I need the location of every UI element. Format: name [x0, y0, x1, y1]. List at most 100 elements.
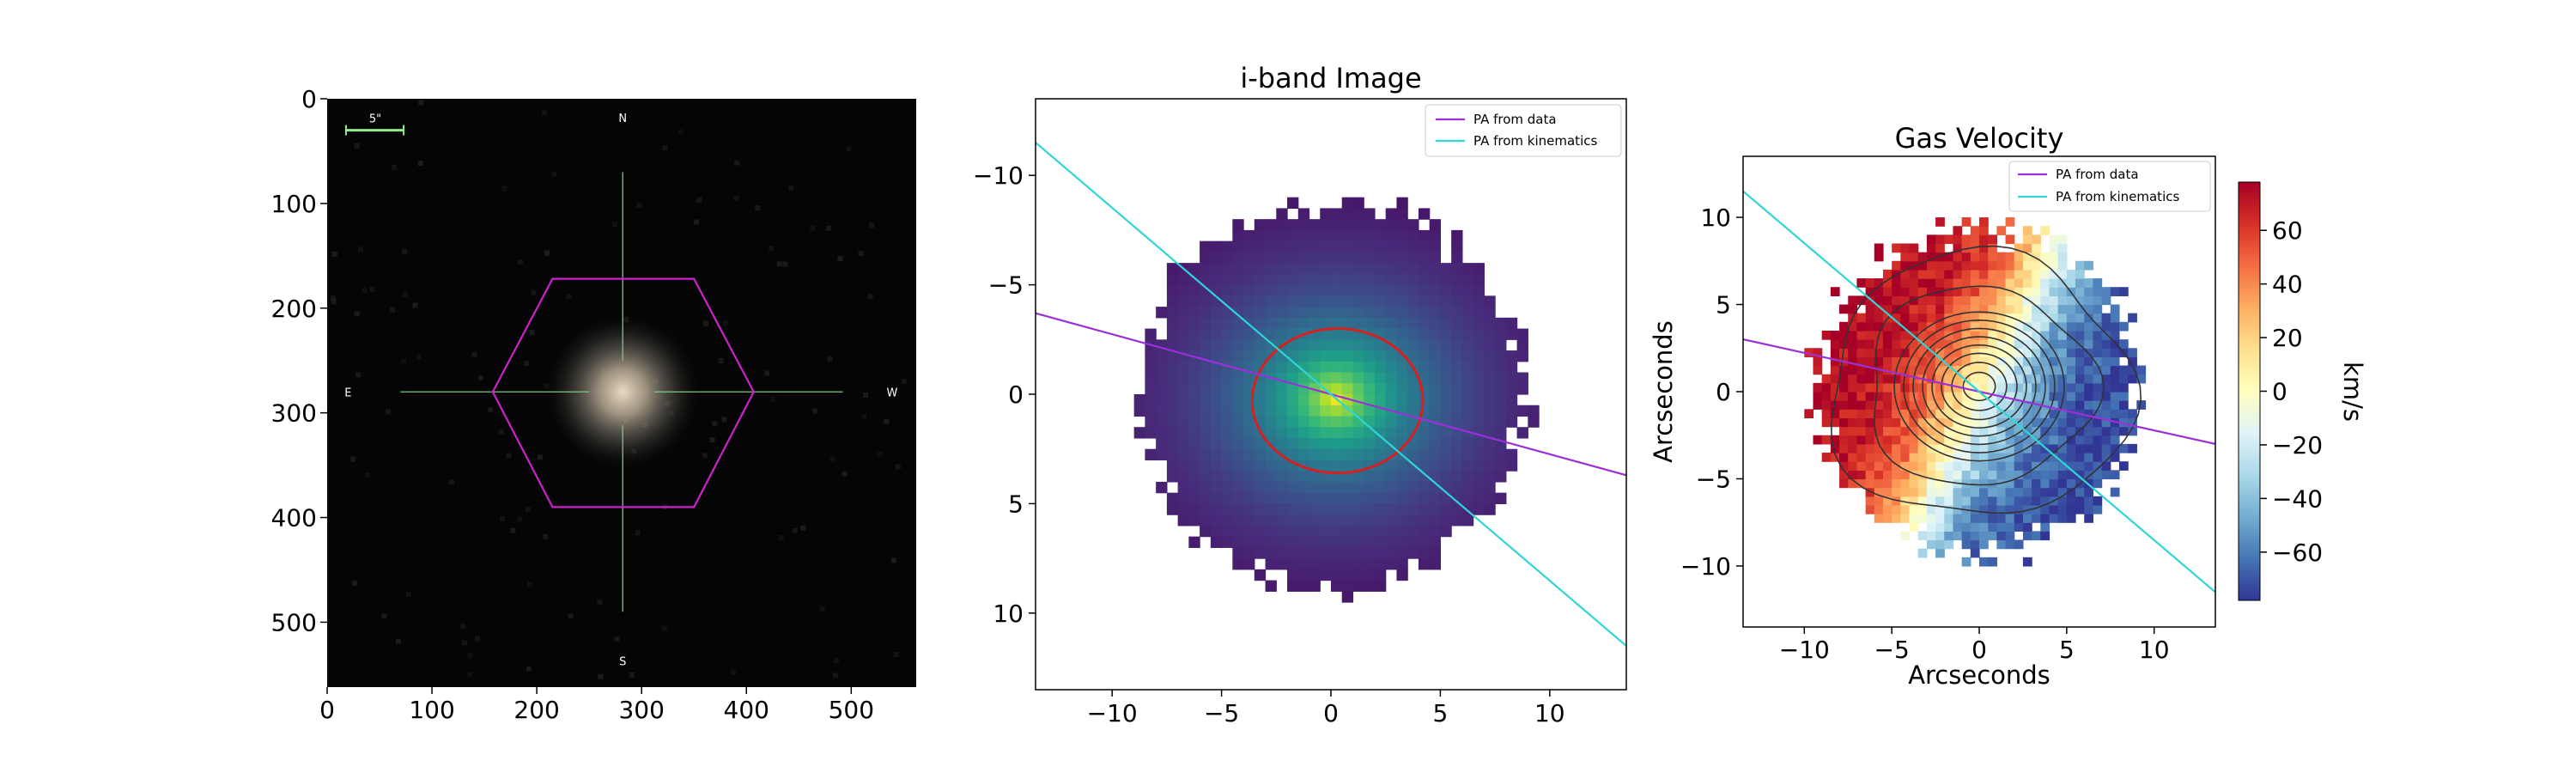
- velocity-pixel: [2032, 374, 2041, 384]
- noise-speck: [392, 165, 398, 171]
- velocity-pixel: [1996, 348, 2007, 358]
- map-pixel: [1364, 295, 1376, 307]
- velocity-pixel: [2101, 374, 2111, 384]
- map-pixel: [1232, 448, 1244, 461]
- map-pixel: [1495, 405, 1507, 417]
- velocity-pixel: [1874, 435, 1884, 445]
- velocity-pixel: [1909, 470, 1919, 480]
- map-pixel: [1297, 317, 1310, 330]
- map-pixel: [1461, 383, 1474, 395]
- map-pixel: [1396, 525, 1408, 538]
- velocity-pixel: [1935, 470, 1945, 480]
- velocity-pixel: [2084, 365, 2094, 375]
- y-tick-label: 100: [271, 190, 317, 218]
- velocity-pixel: [1961, 217, 1971, 227]
- noise-speck: [712, 421, 718, 427]
- map-pixel: [1451, 514, 1463, 526]
- map-pixel: [1418, 273, 1431, 286]
- velocity-pixel: [1996, 356, 2007, 367]
- velocity-pixel: [2049, 365, 2059, 375]
- map-pixel: [1320, 328, 1332, 340]
- velocity-pixel: [1917, 514, 1928, 523]
- map-pixel: [1320, 558, 1332, 570]
- map-pixel: [1374, 569, 1387, 581]
- velocity-pixel: [1892, 356, 1901, 367]
- map-pixel: [1341, 591, 1354, 603]
- velocity-pixel: [1892, 453, 1901, 462]
- map-pixel: [1232, 514, 1244, 526]
- noise-speck: [819, 606, 825, 612]
- map-pixel: [1407, 252, 1419, 264]
- velocity-pixel: [2093, 435, 2103, 445]
- velocity-pixel: [1979, 478, 1989, 489]
- velocity-pixel: [1926, 243, 1936, 253]
- map-pixel: [1418, 503, 1431, 515]
- velocity-pixel: [2022, 400, 2032, 410]
- velocity-pixel: [2014, 504, 2024, 514]
- velocity-pixel: [1935, 514, 1945, 523]
- map-pixel: [1309, 273, 1321, 286]
- map-pixel: [1516, 350, 1528, 362]
- velocity-pixel: [2022, 557, 2032, 567]
- map-pixel: [1374, 273, 1387, 286]
- velocity-pixel: [1900, 330, 1911, 340]
- velocity-pixel: [2110, 443, 2120, 453]
- velocity-pixel: [1839, 461, 1849, 471]
- velocity-pixel: [2032, 392, 2041, 401]
- map-pixel: [1505, 317, 1518, 330]
- velocity-pixel: [1874, 339, 1884, 349]
- velocity-pixel: [2049, 295, 2059, 306]
- velocity-pixel: [1856, 409, 1867, 419]
- noise-speck: [598, 673, 604, 679]
- map-pixel: [1254, 460, 1267, 472]
- velocity-pixel: [1892, 443, 1901, 453]
- velocity-pixel: [1865, 287, 1875, 296]
- velocity-pixel: [1821, 400, 1832, 410]
- map-pixel: [1429, 514, 1442, 526]
- velocity-pixel: [1900, 487, 1911, 497]
- map-pixel: [1232, 284, 1244, 296]
- velocity-pixel: [2066, 435, 2076, 445]
- map-pixel: [1210, 514, 1223, 526]
- velocity-pixel: [1988, 339, 1997, 349]
- velocity-pixel: [1926, 478, 1936, 489]
- noise-speck: [884, 418, 890, 424]
- map-pixel: [1287, 263, 1299, 275]
- velocity-pixel: [2057, 243, 2068, 253]
- map-pixel: [1276, 405, 1288, 417]
- velocity-pixel: [2093, 443, 2103, 453]
- noise-speck: [778, 535, 784, 541]
- velocity-pixel: [2049, 234, 2059, 245]
- map-pixel: [1364, 317, 1376, 330]
- velocity-pixel: [2136, 365, 2147, 375]
- velocity-pixel: [1935, 321, 1945, 332]
- map-pixel: [1232, 503, 1244, 515]
- velocity-pixel: [1821, 417, 1832, 428]
- map-pixel: [1364, 525, 1376, 538]
- map-pixel: [1287, 219, 1299, 231]
- velocity-pixel: [2022, 522, 2032, 532]
- velocity-pixel: [1935, 392, 1945, 401]
- noise-speck: [863, 393, 869, 399]
- velocity-pixel: [1856, 392, 1867, 401]
- y-tick-label: −10: [1680, 552, 1731, 581]
- velocity-pixel: [1882, 417, 1893, 428]
- velocity-pixel: [2032, 514, 2041, 523]
- map-pixel: [1385, 416, 1398, 428]
- map-pixel: [1210, 503, 1223, 515]
- noise-speck: [709, 437, 715, 443]
- colorbar: [2238, 181, 2261, 601]
- velocity-pixel: [1917, 548, 1928, 558]
- velocity-pixel: [1961, 348, 1971, 358]
- map-pixel: [1200, 263, 1212, 275]
- velocity-pixel: [1892, 478, 1901, 489]
- velocity-pixel: [1813, 365, 1823, 375]
- velocity-pixel: [2075, 321, 2085, 332]
- map-pixel: [1440, 307, 1452, 319]
- velocity-pixel: [2084, 443, 2094, 453]
- map-pixel: [1200, 383, 1212, 395]
- map-pixel: [1265, 427, 1277, 439]
- velocity-pixel: [2084, 278, 2094, 288]
- noise-speck: [858, 251, 864, 257]
